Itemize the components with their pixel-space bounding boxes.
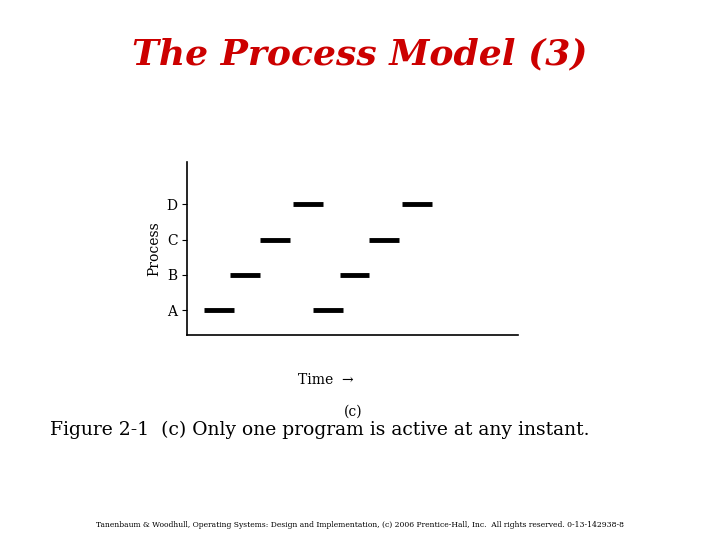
Text: Figure 2-1  (c) Only one program is active at any instant.: Figure 2-1 (c) Only one program is activ… bbox=[50, 421, 590, 440]
Y-axis label: Process: Process bbox=[147, 221, 161, 276]
Text: Tanenbaum & Woodhull, Operating Systems: Design and Implementation, (c) 2006 Pre: Tanenbaum & Woodhull, Operating Systems:… bbox=[96, 521, 624, 529]
Text: The Process Model (3): The Process Model (3) bbox=[132, 38, 588, 72]
Text: Time  →: Time → bbox=[299, 373, 354, 387]
Text: (c): (c) bbox=[343, 405, 362, 419]
